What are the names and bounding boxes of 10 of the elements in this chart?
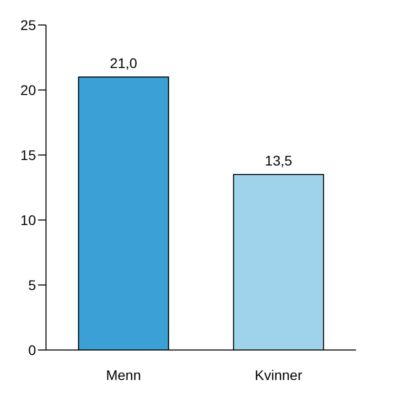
y-tick-label: 10 xyxy=(20,212,36,228)
y-tick-label: 5 xyxy=(28,276,36,293)
x-tick-label: Menn xyxy=(106,366,142,383)
y-tick-label: 20 xyxy=(20,82,36,98)
y-tick-label: 25 xyxy=(20,16,36,33)
data-label: 13,5 xyxy=(264,152,292,168)
x-tick-label: Kvinner xyxy=(254,366,303,383)
y-tick-label: 0 xyxy=(28,342,36,358)
data-label: 21,0 xyxy=(110,55,138,71)
y-tick-label: 15 xyxy=(20,146,36,163)
